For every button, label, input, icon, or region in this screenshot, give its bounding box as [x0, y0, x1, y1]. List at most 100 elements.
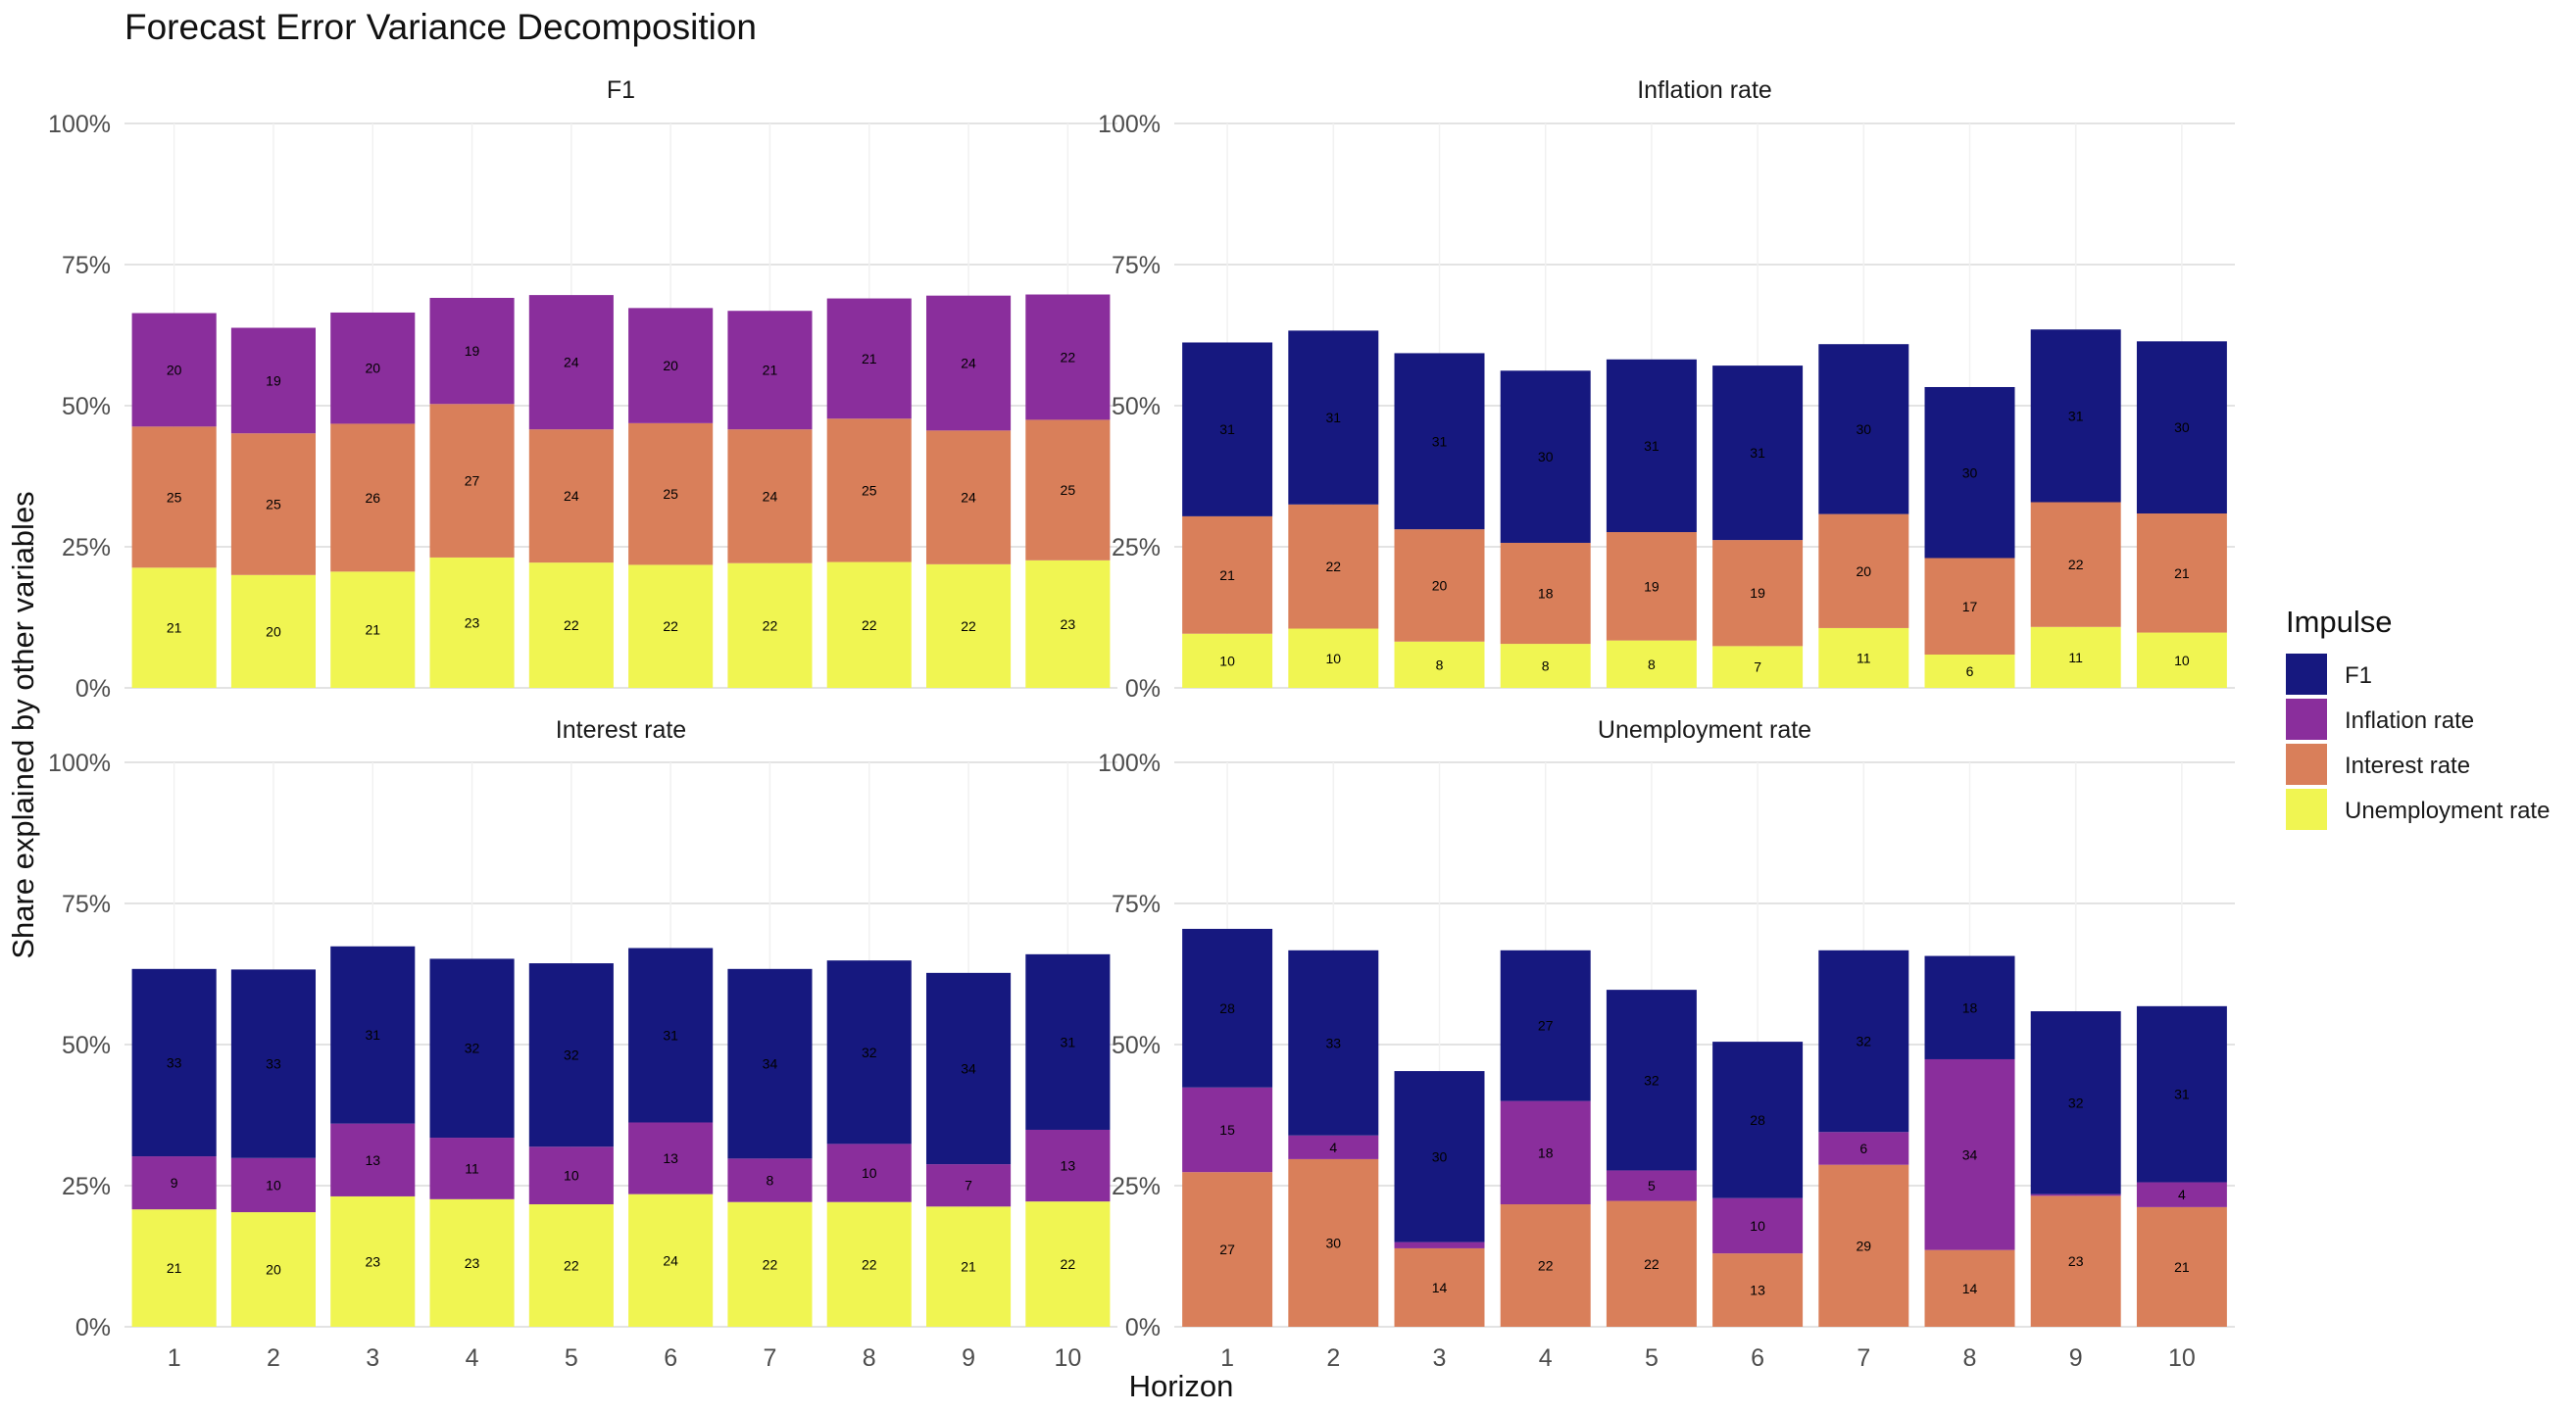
data-label: 21 — [763, 363, 778, 378]
data-label: 10 — [266, 1177, 281, 1193]
bar-segment-f1 — [1182, 342, 1273, 516]
data-label: 7 — [965, 1178, 972, 1194]
data-label: 21 — [2174, 1259, 2190, 1275]
data-label: 8 — [1648, 657, 1656, 672]
bar-segment-inflation-rate — [1025, 1129, 1111, 1202]
bar-segment-f1 — [1712, 1042, 1804, 1198]
data-label: 22 — [862, 617, 877, 633]
data-label: 30 — [1857, 421, 1872, 437]
data-label: 31 — [1219, 421, 1235, 437]
x-tick-label: 8 — [1963, 1344, 1977, 1372]
data-label: 19 — [465, 343, 480, 359]
y-tick-label: 50% — [1112, 1032, 1161, 1059]
bar-segment-inflation-rate — [1606, 1170, 1697, 1201]
data-label: 31 — [1061, 1034, 1076, 1049]
data-label: 34 — [763, 1056, 778, 1072]
bar-segment-interest-rate — [1818, 1164, 1909, 1327]
bar-segment-inflation-rate — [1025, 294, 1111, 420]
data-label: 25 — [663, 486, 678, 502]
y-tick-label: 0% — [1125, 1314, 1161, 1341]
data-label: 24 — [564, 355, 579, 370]
bar-segment-unemployment-rate — [826, 1201, 912, 1327]
bar-segment-unemployment-rate — [727, 562, 813, 688]
data-label: 23 — [365, 1253, 380, 1269]
bar-segment-unemployment-rate — [230, 1212, 317, 1327]
y-tick-label: 50% — [1112, 393, 1161, 420]
data-label: 29 — [1857, 1238, 1872, 1253]
data-label: 28 — [1219, 1000, 1235, 1016]
bar-segment-interest-rate — [628, 422, 714, 565]
bar-segment-inflation-rate — [1500, 1100, 1591, 1205]
bar-segment-interest-rate — [925, 430, 1012, 564]
data-label: 20 — [266, 623, 281, 639]
bar-segment-interest-rate — [2136, 513, 2227, 633]
data-label: 30 — [1432, 1148, 1448, 1164]
data-label: 19 — [266, 372, 281, 388]
data-label: 31 — [663, 1027, 678, 1043]
data-label: 25 — [862, 482, 877, 498]
bar-segment-interest-rate — [1500, 1204, 1591, 1327]
data-label: 31 — [2174, 1087, 2190, 1102]
legend-key-f1 — [2286, 654, 2327, 695]
bar-segment-f1 — [1025, 953, 1111, 1130]
x-tick-label: 3 — [1433, 1344, 1447, 1372]
x-tick-label: 6 — [1751, 1344, 1764, 1372]
data-label: 33 — [266, 1056, 281, 1072]
y-tick-label: 100% — [48, 750, 111, 777]
data-label: 19 — [1644, 578, 1660, 594]
bar-segment-f1 — [628, 948, 714, 1123]
data-label: 33 — [167, 1054, 182, 1070]
bar-segment-interest-rate — [1394, 1247, 1485, 1327]
data-label: 26 — [365, 490, 380, 506]
data-label: 27 — [1219, 1242, 1235, 1257]
bar-segment-f1 — [1712, 365, 1804, 541]
bar-segment-unemployment-rate — [330, 571, 416, 688]
bar-segment-unemployment-rate — [131, 1209, 217, 1327]
bar-segment-inflation-rate — [925, 295, 1012, 431]
data-label: 31 — [1432, 433, 1448, 449]
data-label: 10 — [1750, 1218, 1765, 1234]
x-tick-label: 5 — [565, 1344, 578, 1372]
bar-segment-f1 — [2030, 1011, 2121, 1194]
data-label: 19 — [1750, 585, 1765, 601]
data-label: 14 — [1962, 1281, 1978, 1296]
data-label: 20 — [663, 358, 678, 373]
bar-segment-f1 — [1500, 370, 1591, 543]
bar-segment-f1 — [1288, 330, 1379, 505]
bar-segment-f1 — [330, 946, 416, 1124]
bar-segment-interest-rate — [1025, 419, 1111, 560]
legend-key-interest-rate — [2286, 744, 2327, 785]
bar-segment-unemployment-rate — [1606, 640, 1697, 688]
bar-segment-unemployment-rate — [1182, 633, 1273, 688]
bar-segment-f1 — [727, 968, 813, 1159]
data-label: 24 — [961, 356, 976, 371]
bar-segment-f1 — [1606, 359, 1697, 533]
y-tick-label: 25% — [62, 534, 111, 561]
data-label: 23 — [465, 614, 480, 630]
bar-segment-f1 — [528, 963, 614, 1147]
bar-segment-inflation-rate — [727, 1158, 813, 1202]
facet-panels: F10%25%50%75%100%21252020251921262023271… — [48, 76, 2235, 1372]
x-tick-label: 10 — [2168, 1344, 2196, 1372]
data-label: 9 — [171, 1175, 178, 1191]
data-label: 32 — [564, 1048, 579, 1063]
y-tick-label: 0% — [1125, 675, 1161, 703]
bar-segment-unemployment-rate — [1818, 627, 1909, 688]
data-label: 32 — [465, 1041, 480, 1056]
bar-segment-interest-rate — [1182, 515, 1273, 634]
data-label: 23 — [2068, 1253, 2084, 1269]
data-label: 22 — [763, 617, 778, 633]
bar-segment-unemployment-rate — [230, 574, 317, 688]
data-label: 31 — [1750, 445, 1765, 461]
y-tick-label: 25% — [1112, 1173, 1161, 1200]
bar-segment-unemployment-rate — [628, 564, 714, 688]
data-label: 25 — [1061, 482, 1076, 498]
bar-segment-f1 — [1818, 344, 1909, 514]
data-label: 13 — [663, 1150, 678, 1166]
data-label: 20 — [365, 361, 380, 376]
bar-segment-interest-rate — [2136, 1206, 2227, 1327]
y-tick-label: 25% — [62, 1173, 111, 1200]
bar-segment-f1 — [826, 960, 912, 1145]
data-label: 21 — [961, 1259, 976, 1275]
legend-label: Unemployment rate — [2345, 798, 2550, 824]
